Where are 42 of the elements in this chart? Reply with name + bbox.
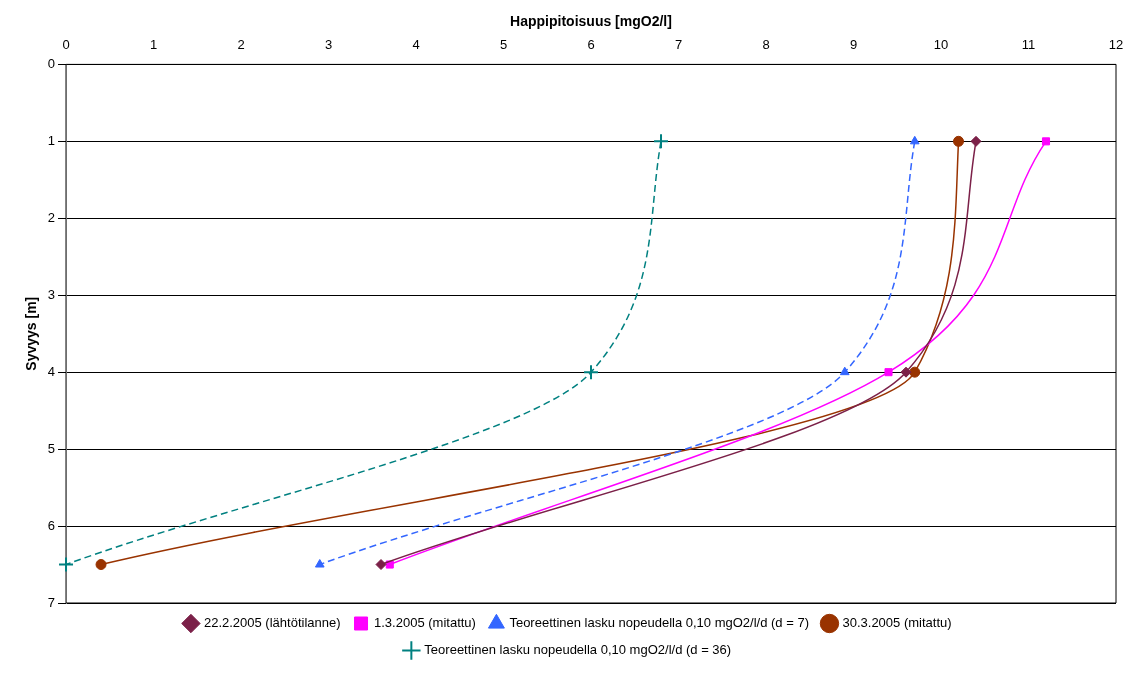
point bbox=[583, 364, 600, 381]
point bbox=[900, 366, 912, 378]
y-tick-label: 1 bbox=[47, 132, 56, 148]
point bbox=[653, 133, 670, 150]
point bbox=[909, 366, 921, 378]
y-tick-label: 5 bbox=[47, 440, 56, 456]
legend-label: 1.3.2005 (mitattu) bbox=[374, 615, 476, 631]
x-tick-label: 11 bbox=[1021, 37, 1036, 53]
point bbox=[953, 135, 964, 147]
x-tick-label: 8 bbox=[762, 37, 770, 53]
x-tick-label: 4 bbox=[412, 37, 420, 53]
point bbox=[909, 135, 920, 145]
y-tick-label: 0 bbox=[47, 55, 56, 71]
y-tick-label: 7 bbox=[47, 594, 56, 610]
y-tick-label: 3 bbox=[47, 286, 56, 302]
x-tick-label: 0 bbox=[62, 37, 70, 53]
x-tick-label: 2 bbox=[237, 37, 245, 53]
x-tick-label: 6 bbox=[587, 37, 595, 53]
point bbox=[58, 556, 75, 573]
point bbox=[839, 366, 850, 376]
x-tick-label: 10 bbox=[933, 37, 949, 53]
y-tick-label: 2 bbox=[47, 209, 56, 225]
x-tick-label: 7 bbox=[674, 37, 683, 53]
x-axis-title: Happipitoisuus [mgO2/l] bbox=[510, 13, 672, 30]
legend-label: 22.2.2005 (lähtötilanne) bbox=[203, 615, 341, 631]
point bbox=[1041, 137, 1051, 146]
point bbox=[970, 135, 982, 147]
point bbox=[375, 559, 387, 571]
point bbox=[95, 559, 107, 571]
legend-label: Teoreettinen lasku nopeudella 0,10 mgO2/l/d (d = 36) bbox=[424, 642, 732, 658]
x-tick-label: 1 bbox=[149, 37, 158, 53]
y-tick-label: 6 bbox=[47, 517, 56, 533]
x-tick-label: 9 bbox=[849, 37, 858, 53]
legend-label: 30.3.2005 (mitattu) bbox=[842, 615, 952, 631]
x-tick-label: 12 bbox=[1108, 37, 1124, 53]
x-tick-label: 5 bbox=[499, 37, 508, 53]
point bbox=[884, 368, 893, 377]
point bbox=[314, 559, 325, 568]
y-tick-label: 4 bbox=[47, 363, 56, 379]
legend-label: Teoreettinen lasku nopeudella 0,10 mgO2/l/d (d = 7) bbox=[509, 615, 809, 631]
y-axis-title: Syvyys [m] bbox=[23, 296, 40, 371]
x-tick-label: 3 bbox=[324, 37, 333, 53]
